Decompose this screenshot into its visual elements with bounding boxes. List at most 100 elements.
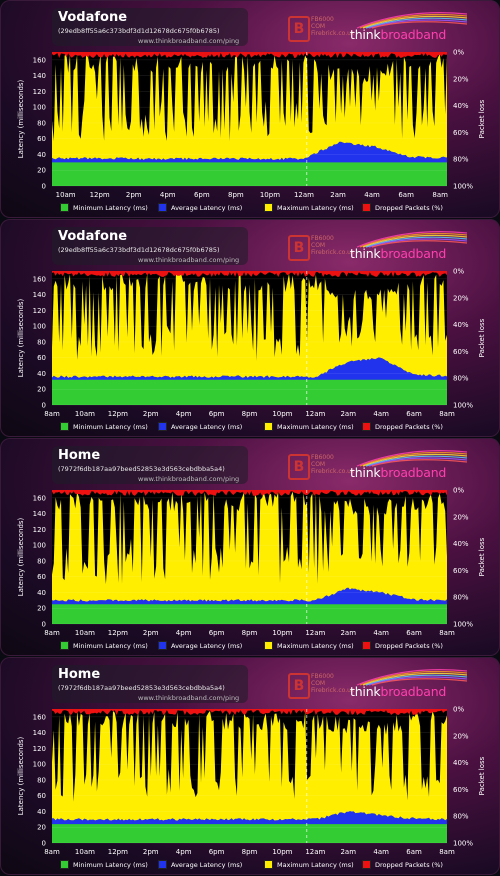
x-tick-label: 2pm (126, 191, 142, 199)
y-tick-label: 160 (33, 494, 46, 502)
y2-tick-label: 0% (453, 487, 464, 495)
y2-tick-label: 40% (453, 540, 469, 548)
x-tick-label: 4pm (176, 629, 192, 637)
x-tick-label: 10am (75, 410, 95, 418)
firebrick-text-line: Firebrick.co.uk (311, 687, 355, 694)
legend-item: Dropped Packets (%) (362, 641, 443, 650)
x-tick-label: 8am (432, 191, 448, 199)
x-tick-label: 6am (406, 410, 422, 418)
x-tick-label: 10pm (260, 191, 280, 199)
series-dropped-packets (52, 52, 447, 58)
y-tick-label: 0 (42, 183, 46, 191)
x-tick-label: 4am (373, 410, 389, 418)
legend-item: Minimum Latency (ms) (60, 860, 148, 869)
legend-swatch (362, 860, 371, 869)
legend-label: Dropped Packets (%) (375, 860, 443, 869)
x-tick-label: 10pm (272, 410, 292, 418)
firebrick-logo: B (288, 454, 310, 480)
legend-item: Maximum Latency (ms) (264, 641, 354, 650)
y2-tick-label: 20% (453, 75, 469, 83)
x-tick-label: 8pm (242, 410, 258, 418)
y-tick-label: 60 (37, 573, 46, 581)
line-id: (7972f6db187aa97beed52853e3d563cebdbba5a… (58, 684, 225, 692)
x-tick-label: 12am (305, 848, 325, 856)
legend-item: Minimum Latency (ms) (60, 641, 148, 650)
x-tick-label: 8pm (242, 848, 258, 856)
y-tick-label: 40 (37, 589, 46, 597)
legend-label: Dropped Packets (%) (375, 422, 443, 431)
x-tick-label: 8am (44, 410, 60, 418)
firebrick-text-line: Firebrick.co.uk (311, 249, 355, 256)
y-tick-label: 100 (33, 104, 46, 112)
latency-chart-panel: Vodafone (29edb8ff55a6c373bdf3d1d12678dc6… (0, 0, 500, 218)
x-tick-label: 10am (75, 848, 95, 856)
latency-chart-panel: Home (7972f6db187aa97beed52853e3d563cebdb… (0, 438, 500, 656)
y2-axis-title: Packet loss (478, 99, 486, 138)
y-tick-label: 80 (37, 119, 46, 127)
legend-swatch (60, 422, 69, 431)
legend-swatch (362, 203, 371, 212)
y2-tick-label: 80% (453, 594, 469, 602)
x-tick-label: 2am (340, 848, 356, 856)
logo-think: think (350, 27, 381, 42)
firebrick-text-line: Firebrick.co.uk (311, 30, 355, 37)
legend-item: Maximum Latency (ms) (264, 422, 354, 431)
x-tick-label: 12pm (108, 410, 128, 418)
y-tick-label: 20 (37, 605, 46, 613)
logo-think: think (350, 465, 381, 480)
y-tick-label: 160 (33, 275, 46, 283)
y-tick-label: 120 (33, 307, 46, 315)
y-tick-label: 40 (37, 370, 46, 378)
x-tick-label: 8am (439, 848, 455, 856)
line-id: (7972f6db187aa97beed52853e3d563cebdbba5a… (58, 465, 225, 473)
latency-plot: 0204060801001201401600%20%40%60%80%100%8… (17, 706, 486, 857)
y-tick-label: 40 (37, 808, 46, 816)
y2-tick-label: 0% (453, 706, 464, 714)
y-tick-label: 0 (42, 402, 46, 410)
x-tick-label: 8pm (242, 629, 258, 637)
x-tick-label: 6pm (209, 848, 225, 856)
legend-swatch (60, 860, 69, 869)
series-dropped-packets (52, 709, 447, 715)
y2-tick-label: 100% (453, 183, 473, 191)
firebrick-text-line: COM (311, 680, 326, 687)
source-url: www.thinkbroadband.com/ping (138, 37, 240, 45)
y2-tick-label: 40% (453, 759, 469, 767)
legend-swatch (362, 641, 371, 650)
series-minimum-latency (52, 379, 447, 405)
legend-swatch (60, 203, 69, 212)
legend-label: Average Latency (ms) (171, 860, 243, 869)
legend-swatch (264, 422, 273, 431)
x-tick-label: 6am (406, 629, 422, 637)
header-box (52, 227, 248, 265)
legend-swatch (264, 860, 273, 869)
x-tick-label: 2am (330, 191, 346, 199)
y-tick-label: 20 (37, 167, 46, 175)
x-tick-label: 10pm (272, 629, 292, 637)
y-tick-label: 100 (33, 323, 46, 331)
x-tick-label: 12am (305, 629, 325, 637)
x-tick-label: 4pm (176, 848, 192, 856)
y2-tick-label: 0% (453, 49, 464, 57)
legend-label: Maximum Latency (ms) (277, 641, 354, 650)
thinkbroadband-logo: thinkbroadband (350, 246, 446, 261)
x-tick-label: 2pm (143, 629, 159, 637)
y2-tick-label: 80% (453, 375, 469, 383)
y2-tick-label: 100% (453, 402, 473, 410)
x-tick-label: 12am (305, 410, 325, 418)
latency-chart-panel: Vodafone (29edb8ff55a6c373bdf3d1d12678dc6… (0, 219, 500, 437)
legend-item: Maximum Latency (ms) (264, 860, 354, 869)
y-tick-label: 100 (33, 761, 46, 769)
y2-tick-label: 100% (453, 840, 473, 848)
y-tick-label: 80 (37, 776, 46, 784)
y2-tick-label: 0% (453, 268, 464, 276)
firebrick-text-line: FB6000 (311, 235, 334, 242)
legend-swatch (158, 641, 167, 650)
firebrick-text-line: COM (311, 23, 326, 30)
legend-item: Average Latency (ms) (158, 641, 242, 650)
x-tick-label: 2am (340, 410, 356, 418)
series-minimum-latency (52, 824, 447, 843)
firebrick-text-line: FB6000 (311, 454, 334, 461)
legend-swatch (362, 422, 371, 431)
y-tick-label: 80 (37, 557, 46, 565)
